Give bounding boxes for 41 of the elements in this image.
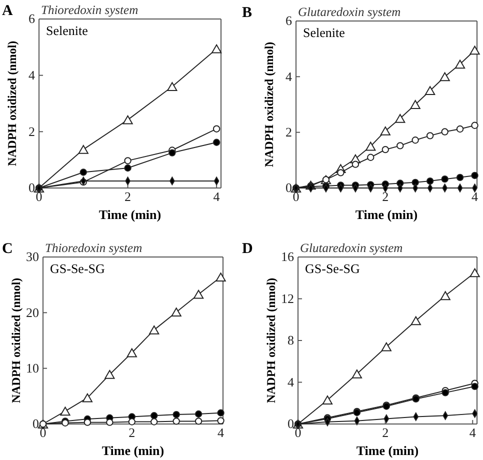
y-axis-title: NADPH oxidized (nmol) <box>264 278 278 404</box>
x-tick-label: 2 <box>128 425 136 440</box>
x-tick-label: 4 <box>469 425 476 440</box>
annotation: GS-Se-SG <box>305 261 360 276</box>
chart-title: Thioredoxin system <box>41 3 138 17</box>
annotation: Selenite <box>303 25 346 40</box>
x-tick-label: 2 <box>382 425 389 440</box>
y-axis-title: NADPH oxidized (nmol) <box>9 278 23 404</box>
y-tick-label: 6 <box>28 11 36 26</box>
text: D <box>242 241 253 257</box>
y-tick-label: 30 <box>26 249 39 264</box>
y-tick-label: 16 <box>281 249 294 264</box>
x-tick-label: 4 <box>213 189 220 204</box>
y-tick-label: 6 <box>286 13 292 28</box>
annotation: Selenite <box>46 23 88 38</box>
y-tick-label: 20 <box>26 304 39 320</box>
x-axis-title: Time (min) <box>98 207 162 222</box>
text: A <box>2 3 13 19</box>
x-axis-title: Time (min) <box>356 443 419 458</box>
y-axis-title: NADPH oxidized (nmol) <box>5 40 19 166</box>
text: C <box>2 241 13 257</box>
text: B <box>242 5 252 21</box>
chart-title: Glutaredoxin system <box>300 241 403 255</box>
annotation: GS-Se-SG <box>50 261 105 276</box>
y-tick-label: 4 <box>28 67 36 82</box>
y-tick-label: 4 <box>288 374 294 390</box>
y-tick-label: 4 <box>286 68 292 84</box>
y-tick-label: 2 <box>286 124 292 140</box>
y-tick-label: 2 <box>28 124 35 139</box>
y-tick-label: 12 <box>281 290 294 306</box>
x-axis-title: Time (min) <box>102 443 164 458</box>
x-tick-label: 4 <box>472 189 479 204</box>
x-tick-label: 4 <box>218 425 225 440</box>
x-tick-label: 2 <box>124 189 132 204</box>
y-tick-label: 10 <box>26 360 39 376</box>
y-axis-title: NADPH oxidized (nmol) <box>262 42 276 168</box>
chart-title: Glutaredoxin system <box>298 5 401 19</box>
x-tick-label: 2 <box>382 189 389 204</box>
x-axis-title: Time (min) <box>355 207 418 222</box>
y-tick-label: 8 <box>288 332 294 348</box>
chart-title: Thioredoxin system <box>45 241 142 255</box>
